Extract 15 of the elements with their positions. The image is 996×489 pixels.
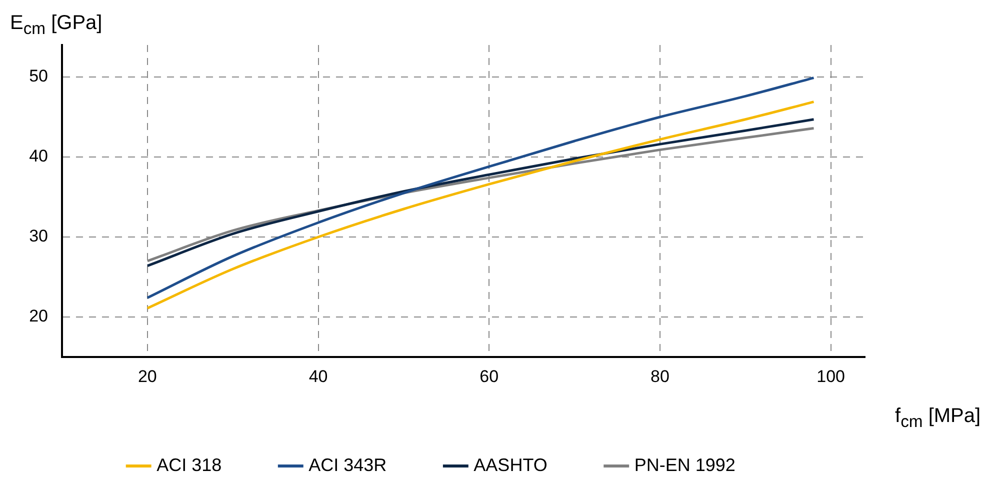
y-tick-label: 30: [29, 226, 48, 246]
x-tick-label: 100: [816, 366, 846, 386]
y-axis-title: E$_{cm}$ [GPa]: [10, 12, 102, 39]
x-tick-label: 20: [138, 366, 157, 386]
y-tick-label: 20: [29, 306, 48, 326]
x-tick-label: 80: [650, 366, 670, 386]
legend-label: AASHTO: [474, 454, 548, 475]
y-tick-label: 40: [29, 146, 48, 166]
y-tick-label: 50: [29, 66, 48, 86]
x-tick-label: 60: [480, 366, 499, 386]
x-tick-label: 40: [308, 366, 328, 386]
x-axis-title: f$_{cm}$ [MPa]: [895, 405, 981, 432]
legend-label: PN-EN 1992: [634, 454, 736, 475]
legend-label: ACI 343R: [308, 454, 387, 475]
legend-label: ACI 318: [156, 454, 222, 475]
